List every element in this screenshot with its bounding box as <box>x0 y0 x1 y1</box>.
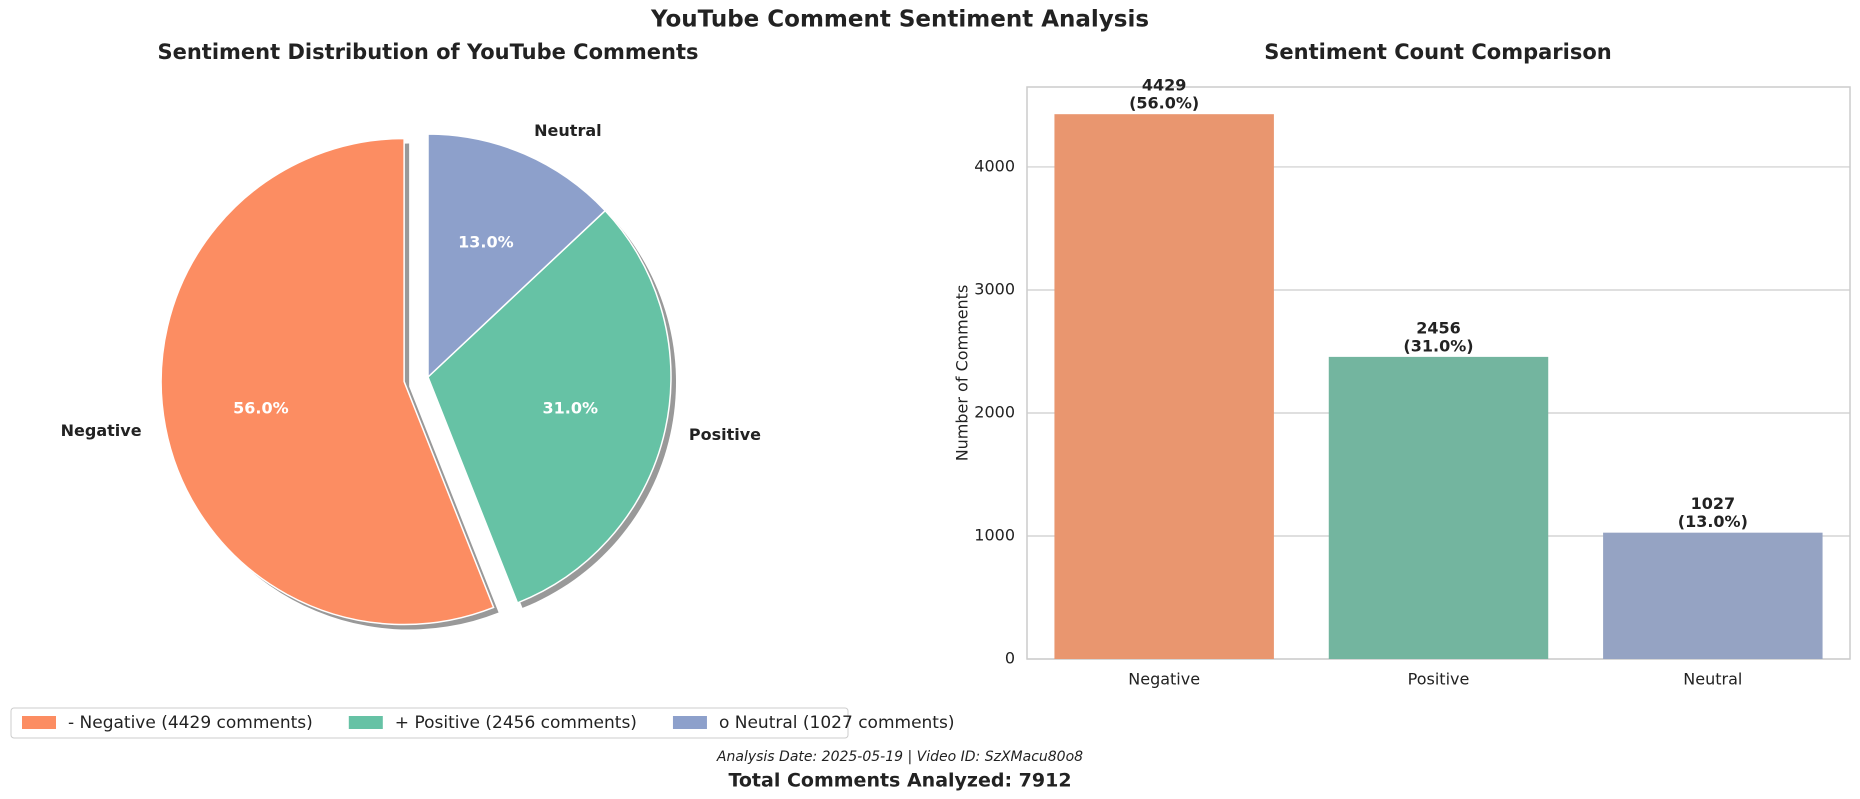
suptitle: YouTube Comment Sentiment Analysis <box>650 7 1149 33</box>
bar <box>1054 114 1274 660</box>
value-label: 1027 <box>1691 494 1736 513</box>
y-tick-label: 3000 <box>974 279 1015 298</box>
legend-label: - Negative (4429 comments) <box>68 713 313 733</box>
y-tick-label: 2000 <box>974 402 1015 421</box>
y-axis-label: Number of Comments <box>953 285 972 462</box>
bar <box>1328 356 1549 659</box>
value-label: (13.0%) <box>1678 512 1748 531</box>
footer-total: Total Comments Analyzed: 7912 <box>728 770 1071 792</box>
x-tick-label: Neutral <box>1683 670 1742 689</box>
footer-note: Analysis Date: 2025-05-19 | Video ID: Sz… <box>716 749 1083 765</box>
legend-swatch <box>672 716 707 729</box>
legend-label: + Positive (2456 comments) <box>395 713 637 733</box>
value-label: 2456 <box>1416 318 1461 337</box>
legend-label: o Neutral (1027 comments) <box>719 713 955 733</box>
legend-swatch <box>22 716 56 729</box>
legend-box <box>10 707 849 739</box>
pie-slice <box>427 209 672 604</box>
x-tick-label: Negative <box>1128 670 1200 689</box>
pie-label: Positive <box>689 425 761 444</box>
value-label: (31.0%) <box>1403 336 1473 355</box>
legend-swatch <box>348 716 383 729</box>
pie-slice <box>160 137 495 626</box>
pie-slice <box>427 133 607 379</box>
pie-label: Negative <box>61 421 142 440</box>
pie-label: Neutral <box>534 121 601 140</box>
bar <box>1603 532 1823 659</box>
bar-title: Sentiment Count Comparison <box>1264 40 1611 64</box>
value-label: (56.0%) <box>1129 94 1199 113</box>
y-tick-label: 1000 <box>974 525 1015 544</box>
pie-title: Sentiment Distribution of YouTube Commen… <box>157 40 698 64</box>
pie-pct: 56.0% <box>233 398 289 417</box>
y-tick-label: 4000 <box>974 156 1015 175</box>
value-label: 4429 <box>1142 76 1187 95</box>
pie-pct: 31.0% <box>543 398 599 417</box>
pie-pct: 13.0% <box>458 233 514 252</box>
y-tick-label: 0 <box>1005 649 1015 668</box>
x-tick-label: Positive <box>1408 670 1470 689</box>
